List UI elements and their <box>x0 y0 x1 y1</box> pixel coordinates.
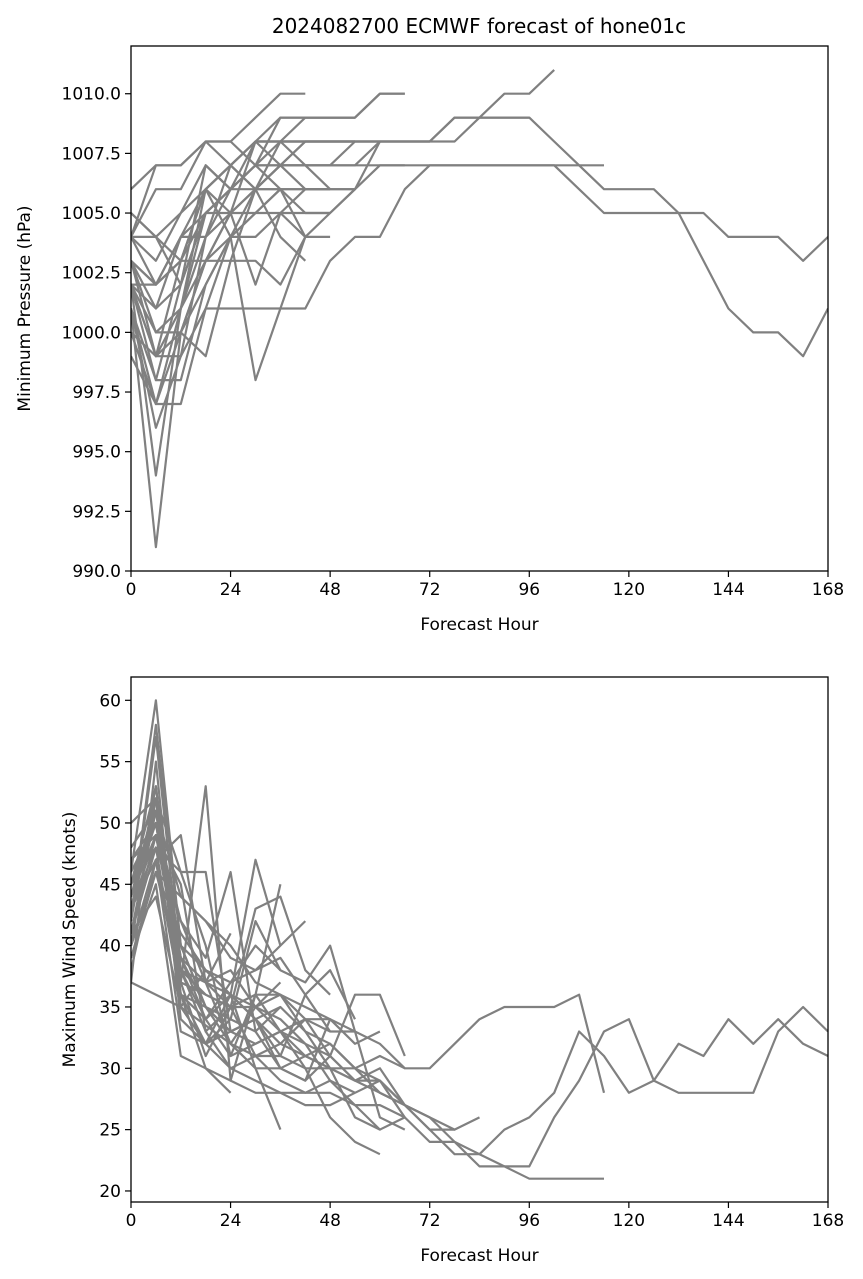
pressure-member-line-22 <box>131 211 307 286</box>
wind-x-tick-label: 168 <box>812 1211 844 1231</box>
wind-x-tick-label: 48 <box>319 1211 341 1231</box>
wind-x-tick-label: 120 <box>613 1211 645 1231</box>
wind-member-line-9 <box>131 883 406 1119</box>
pressure-x-tick-label: 24 <box>220 580 242 600</box>
pressure-x-tick-label: 168 <box>812 580 844 600</box>
wind-y-tick-label: 60 <box>99 691 121 711</box>
pressure-chart: 0 24 48 72 96 120 144 168 990.0 992.5 995.0 997.5 10… <box>15 45 844 635</box>
wind-y-tick-label: 20 <box>99 1182 121 1202</box>
pressure-x-tick-label: 144 <box>712 580 744 600</box>
wind-x-tick-label: 72 <box>419 1211 441 1231</box>
wind-member-line-24 <box>131 735 282 1021</box>
pressure-member-line-23 <box>131 188 331 262</box>
wind-x-tick-label: 96 <box>518 1211 540 1231</box>
pressure-member-line-24 <box>131 188 307 286</box>
wind-x-tick-label: 0 <box>126 1211 137 1231</box>
wind-y-axis-label: Maximum Wind Speed (knots) <box>60 812 80 1068</box>
wind-y-tick-label: 35 <box>99 998 121 1018</box>
pressure-x-tick-label: 72 <box>419 580 441 600</box>
pressure-member-line-6 <box>131 164 828 358</box>
pressure-x-tick-label: 120 <box>613 580 645 600</box>
wind-member-line-32 <box>131 809 232 1094</box>
wind-member-line-10 <box>131 858 406 1131</box>
pressure-member-line-8 <box>131 92 405 238</box>
pressure-y-tick-label: 992.5 <box>72 502 121 522</box>
wind-y-tick-label: 30 <box>99 1059 121 1079</box>
wind-y-tick-label: 45 <box>99 875 121 895</box>
wind-x-tick-label: 24 <box>220 1211 242 1231</box>
wind-y-tick-label: 40 <box>99 937 121 957</box>
pressure-y-tick-label: 995.0 <box>72 443 121 463</box>
pressure-y-tick-label: 1000.0 <box>62 323 121 343</box>
wind-chart: 0 24 48 72 96 120 144 168 20 25 30 35 40 45 50 55 60 Fore… <box>60 676 844 1266</box>
pressure-member-line-14 <box>131 140 307 477</box>
pressure-y-tick-label: 1005.0 <box>62 204 121 224</box>
wind-plot-frame <box>130 676 829 1203</box>
chart-title: 2024082700 ECMWF forecast of hone01c <box>272 14 686 38</box>
pressure-x-axis-label: Forecast Hour <box>420 615 538 635</box>
wind-y-tick-label: 55 <box>99 753 121 773</box>
pressure-series-group <box>131 69 828 549</box>
wind-member-line-27 <box>131 870 282 984</box>
pressure-member-line-25 <box>131 140 355 406</box>
wind-x-tick-label: 144 <box>712 1211 744 1231</box>
pressure-y-axis-label: Minimum Pressure (hPa) <box>15 205 35 411</box>
pressure-y-tick-label: 1007.5 <box>62 144 121 164</box>
wind-y-tick-label: 25 <box>99 1121 121 1141</box>
wind-member-line-33 <box>131 981 282 1045</box>
wind-x-axis-label: Forecast Hour <box>420 1246 538 1266</box>
wind-member-line-31 <box>131 834 232 984</box>
wind-y-tick-label: 50 <box>99 814 121 834</box>
pressure-member-line-27 <box>131 164 232 286</box>
pressure-x-tick-label: 0 <box>126 580 137 600</box>
pressure-y-tick-label: 997.5 <box>72 383 121 403</box>
pressure-x-tick-label: 48 <box>319 580 341 600</box>
wind-member-line-7 <box>131 797 406 1070</box>
pressure-y-tick-label: 990.0 <box>72 562 121 582</box>
pressure-member-line-20 <box>131 188 356 382</box>
pressure-member-line-17 <box>131 236 307 358</box>
pressure-plot-frame <box>130 45 829 572</box>
wind-member-line-12 <box>131 870 406 1131</box>
wind-member-line-18 <box>131 870 356 1082</box>
pressure-x-tick-label: 96 <box>518 580 540 600</box>
pressure-y-tick-label: 1010.0 <box>62 85 121 105</box>
pressure-member-line-26 <box>131 140 331 191</box>
wind-series-group <box>131 699 828 1180</box>
wind-member-line-28 <box>131 821 282 1033</box>
pressure-y-tick-label: 1002.5 <box>62 264 121 284</box>
